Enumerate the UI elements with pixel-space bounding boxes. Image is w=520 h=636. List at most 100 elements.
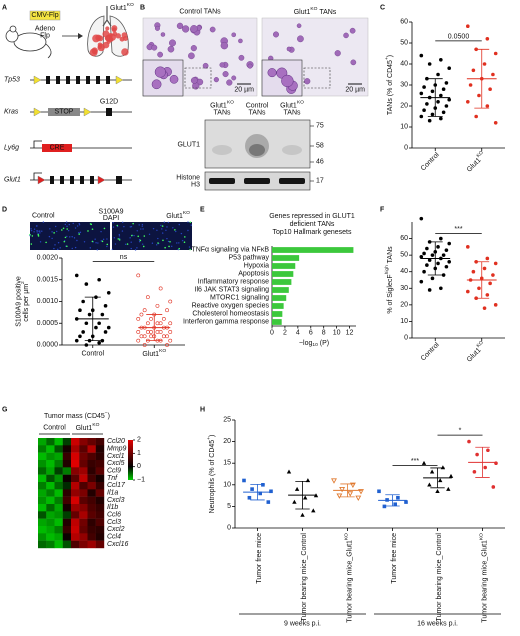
heatmap-cell bbox=[79, 518, 88, 527]
recombination-site bbox=[37, 175, 46, 185]
cell bbox=[304, 78, 311, 85]
heatmap-cell bbox=[38, 533, 47, 541]
lane-label: Glut1KO TANs bbox=[280, 99, 304, 116]
cell bbox=[209, 26, 216, 33]
data-point bbox=[165, 308, 169, 313]
nucleus bbox=[138, 241, 141, 243]
text-line: Glut1KO bbox=[110, 2, 134, 12]
nucleus bbox=[141, 243, 144, 245]
text-part: Tumor bearing mice_Glut1 bbox=[346, 540, 353, 623]
nucleus bbox=[190, 224, 193, 226]
category-label: Inflammatory response bbox=[198, 279, 269, 286]
data-point bbox=[436, 72, 440, 77]
text-part: cells per µm bbox=[22, 284, 29, 322]
heatmap-cell bbox=[79, 489, 88, 497]
cell bbox=[238, 38, 243, 44]
nucleus bbox=[129, 237, 131, 239]
heatmap-cell bbox=[79, 504, 88, 512]
data-point bbox=[261, 483, 265, 487]
error-bar bbox=[427, 241, 443, 276]
nucleus bbox=[130, 241, 132, 243]
text-line: cells per µm2 bbox=[19, 281, 29, 322]
nucleus bbox=[36, 231, 38, 233]
cre-box bbox=[42, 144, 72, 152]
nucleus bbox=[51, 231, 53, 233]
heatmap-cell bbox=[38, 496, 47, 505]
data-point bbox=[468, 83, 473, 87]
trachea bbox=[102, 6, 112, 27]
text-line: Control bbox=[246, 102, 269, 109]
tumor-nodule bbox=[121, 48, 129, 56]
heatmap-cell bbox=[62, 540, 72, 549]
significance-label: *** bbox=[411, 458, 419, 465]
heatmap-cell bbox=[71, 460, 80, 468]
data-point bbox=[436, 261, 440, 266]
cell bbox=[226, 79, 233, 86]
nucleus bbox=[136, 247, 138, 249]
s100a9-signal bbox=[161, 225, 164, 227]
heatmap-cell bbox=[46, 540, 55, 549]
category-label: Cholesterol homeostasis bbox=[192, 311, 269, 318]
heatmap-cell bbox=[62, 452, 72, 461]
cell bbox=[247, 63, 253, 69]
cell bbox=[222, 71, 229, 78]
heatmap-cell bbox=[79, 540, 88, 549]
text-part: KO bbox=[310, 6, 317, 12]
nucleus bbox=[148, 233, 151, 236]
heatmap-cell bbox=[71, 438, 80, 446]
nucleus bbox=[142, 228, 144, 230]
cell-zoom bbox=[267, 68, 277, 78]
s100a9-signal bbox=[118, 239, 121, 241]
heatmap-cell bbox=[87, 533, 96, 541]
marker-label: 46 bbox=[316, 159, 324, 166]
data-point bbox=[425, 246, 429, 251]
recombination-site bbox=[33, 75, 42, 85]
data-point bbox=[106, 325, 111, 330]
data-point bbox=[422, 251, 426, 256]
y-tick-label: 5 bbox=[227, 503, 231, 510]
gene-name: Glut1 bbox=[4, 177, 21, 184]
data-point bbox=[427, 118, 432, 123]
data-point bbox=[493, 121, 498, 125]
heatmap-cell bbox=[46, 504, 55, 512]
row-label: Ccl20 bbox=[107, 438, 125, 445]
y-tick-label: 25 bbox=[223, 417, 231, 424]
exon bbox=[76, 76, 80, 84]
y-tick-label: 30 bbox=[400, 285, 408, 292]
data-point bbox=[97, 321, 101, 326]
text-part: 10 bbox=[312, 342, 318, 348]
s100a9-signal bbox=[29, 233, 31, 236]
y-tick-label: 15 bbox=[223, 460, 231, 467]
data-point bbox=[477, 93, 481, 98]
image-label: Glut1KO bbox=[166, 210, 190, 220]
data-point bbox=[493, 261, 498, 266]
arrow-head bbox=[78, 33, 83, 39]
y-tick-label: 10 bbox=[400, 124, 408, 131]
panel-label: E bbox=[200, 207, 205, 214]
data-point bbox=[377, 489, 381, 494]
heatmap-cell bbox=[95, 496, 105, 505]
heatmap-cell bbox=[54, 460, 63, 468]
text-line: Flp bbox=[40, 32, 50, 39]
data-point bbox=[136, 330, 141, 334]
recombination-site bbox=[83, 107, 92, 117]
data-point bbox=[145, 330, 150, 334]
data-point bbox=[347, 491, 354, 497]
heatmap-cell bbox=[95, 452, 105, 461]
nucleus bbox=[178, 223, 180, 226]
data-point bbox=[242, 478, 246, 483]
s100a9-signal bbox=[164, 246, 166, 249]
nucleus bbox=[156, 244, 158, 246]
nucleus bbox=[78, 232, 80, 234]
data-point bbox=[84, 321, 89, 326]
text-line: TANs bbox=[284, 109, 301, 116]
group-label: 16 weeks p.i. bbox=[417, 621, 458, 628]
data-point bbox=[471, 269, 476, 274]
heatmap-cell bbox=[62, 445, 72, 453]
x-tick-label: 2 bbox=[283, 330, 287, 337]
x-tick-label: Control bbox=[81, 351, 104, 358]
data-point bbox=[422, 269, 426, 274]
y-axis-label: Neutrophils (% of CD45+) bbox=[207, 435, 216, 514]
tumor-nodule bbox=[92, 49, 98, 55]
s100a9-signal bbox=[174, 229, 176, 231]
